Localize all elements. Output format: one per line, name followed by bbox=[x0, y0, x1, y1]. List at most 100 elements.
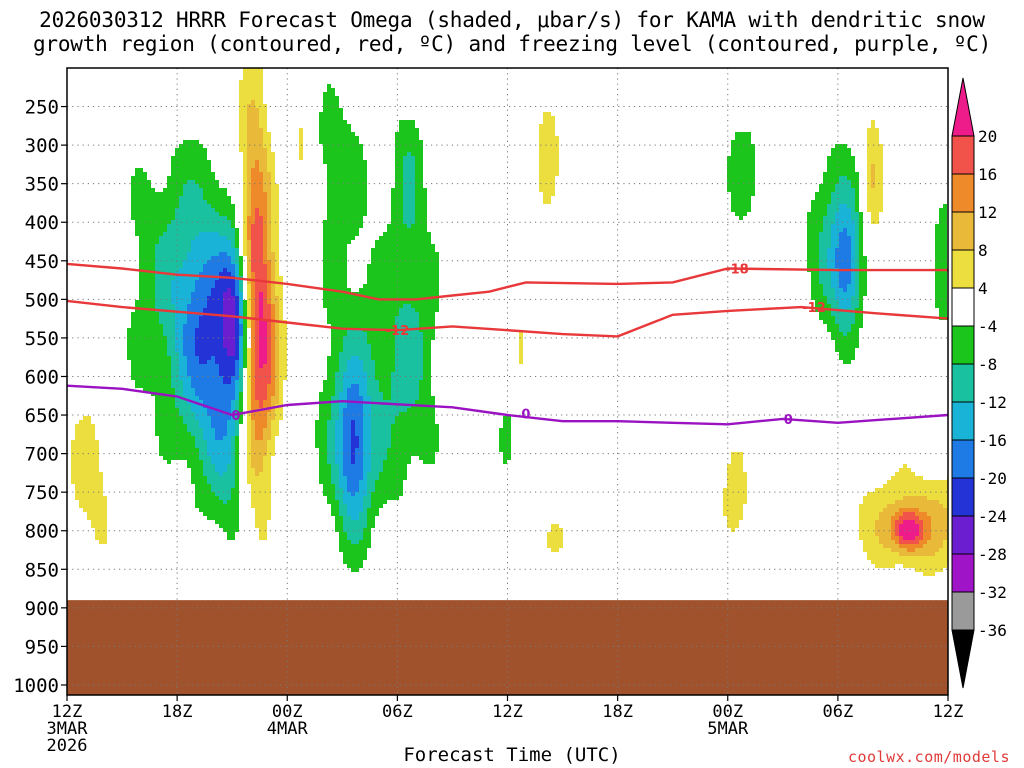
omega-cell bbox=[347, 332, 367, 336]
omega-cell bbox=[939, 308, 947, 312]
omega-cell bbox=[335, 376, 343, 380]
omega-cell bbox=[867, 176, 871, 180]
omega-cell bbox=[271, 328, 275, 332]
omega-cell bbox=[855, 224, 859, 228]
omega-cell bbox=[223, 312, 235, 316]
omega-cell bbox=[351, 440, 359, 444]
omega-cell bbox=[851, 260, 855, 264]
omega-cell bbox=[267, 320, 271, 324]
omega-cell bbox=[275, 360, 279, 364]
omega-cell bbox=[367, 488, 375, 492]
omega-cell bbox=[239, 120, 247, 124]
omega-cell bbox=[395, 144, 423, 148]
omega-cell bbox=[727, 524, 739, 528]
omega-cell bbox=[419, 388, 431, 392]
omega-cell bbox=[271, 336, 275, 340]
x-tick-label: 5MAR bbox=[707, 719, 749, 739]
omega-cell bbox=[263, 132, 271, 136]
omega-cell bbox=[519, 340, 523, 344]
omega-cell bbox=[827, 248, 835, 252]
omega-cell bbox=[179, 372, 187, 376]
omega-cell bbox=[403, 304, 411, 308]
omega-cell bbox=[867, 196, 883, 200]
omega-cell bbox=[267, 156, 275, 160]
omega-cell bbox=[423, 376, 431, 380]
omega-cell bbox=[71, 476, 103, 480]
omega-cell bbox=[415, 216, 427, 220]
omega-cell bbox=[867, 188, 883, 192]
omega-cell bbox=[319, 120, 347, 124]
omega-cell bbox=[271, 368, 275, 372]
omega-cell bbox=[127, 332, 163, 336]
colorbar-bin bbox=[951, 401, 975, 441]
omega-cell bbox=[939, 500, 948, 504]
omega-cell bbox=[539, 132, 555, 136]
y-tick-label: 550 bbox=[25, 328, 59, 350]
omega-cell bbox=[259, 124, 267, 128]
omega-cell bbox=[343, 344, 371, 348]
omega-cell bbox=[203, 464, 215, 468]
omega-cell bbox=[403, 192, 415, 196]
omega-cell bbox=[371, 356, 395, 360]
omega-cell bbox=[371, 420, 395, 424]
omega-cell bbox=[171, 300, 191, 304]
omega-cell bbox=[195, 332, 223, 336]
omega-cell bbox=[135, 380, 171, 384]
omega-cell bbox=[539, 140, 559, 144]
omega-cell bbox=[75, 496, 107, 500]
omega-cell bbox=[879, 512, 895, 516]
omega-cell bbox=[259, 112, 267, 116]
omega-cell bbox=[71, 456, 99, 460]
omega-cell bbox=[263, 312, 271, 316]
omega-cell bbox=[271, 312, 275, 316]
omega-cell bbox=[71, 472, 103, 476]
omega-cell bbox=[195, 436, 203, 440]
omega-cell bbox=[851, 248, 855, 252]
omega-cell bbox=[239, 352, 243, 356]
omega-cell bbox=[251, 244, 263, 248]
omega-cell bbox=[239, 384, 243, 388]
omega-cell bbox=[255, 392, 267, 396]
omega-cell bbox=[275, 372, 279, 376]
omega-cell bbox=[319, 392, 335, 396]
omega-cell bbox=[327, 432, 335, 436]
omega-cell bbox=[171, 372, 179, 376]
omega-cell bbox=[335, 380, 343, 384]
omega-cell bbox=[343, 500, 363, 504]
omega-cell bbox=[231, 452, 235, 456]
omega-cell bbox=[323, 148, 363, 152]
omega-cell bbox=[167, 340, 175, 344]
omega-cell bbox=[227, 420, 235, 424]
omega-cell bbox=[387, 456, 411, 460]
omega-cell bbox=[195, 500, 223, 504]
omega-cell bbox=[239, 104, 247, 108]
omega-cell bbox=[935, 296, 947, 300]
omega-cell bbox=[263, 248, 267, 252]
omega-cell bbox=[263, 176, 271, 180]
credit-link[interactable]: coolwx.com/models bbox=[847, 748, 1010, 766]
omega-cell bbox=[79, 504, 107, 508]
omega-cell bbox=[547, 532, 563, 536]
omega-cell bbox=[271, 300, 279, 304]
omega-cell bbox=[279, 372, 287, 376]
omega-cell bbox=[95, 528, 107, 532]
omega-cell bbox=[339, 392, 347, 396]
omega-cell bbox=[423, 336, 435, 340]
omega-cell bbox=[251, 428, 255, 432]
omega-cell bbox=[179, 268, 203, 272]
omega-cell bbox=[343, 520, 367, 524]
omega-cell bbox=[243, 308, 247, 312]
omega-cell bbox=[247, 164, 255, 168]
omega-cell bbox=[259, 360, 267, 364]
omega-cell bbox=[179, 144, 203, 148]
omega-cell bbox=[187, 316, 199, 320]
omega-cell bbox=[355, 428, 363, 432]
omega-cell bbox=[395, 344, 423, 348]
omega-cell bbox=[279, 352, 287, 356]
omega-cell bbox=[279, 384, 283, 388]
omega-cell bbox=[371, 464, 383, 468]
omega-cell bbox=[855, 288, 859, 292]
omega-cell bbox=[867, 184, 871, 188]
omega-cell bbox=[251, 352, 255, 356]
colorbar-label: -28 bbox=[978, 545, 1007, 564]
